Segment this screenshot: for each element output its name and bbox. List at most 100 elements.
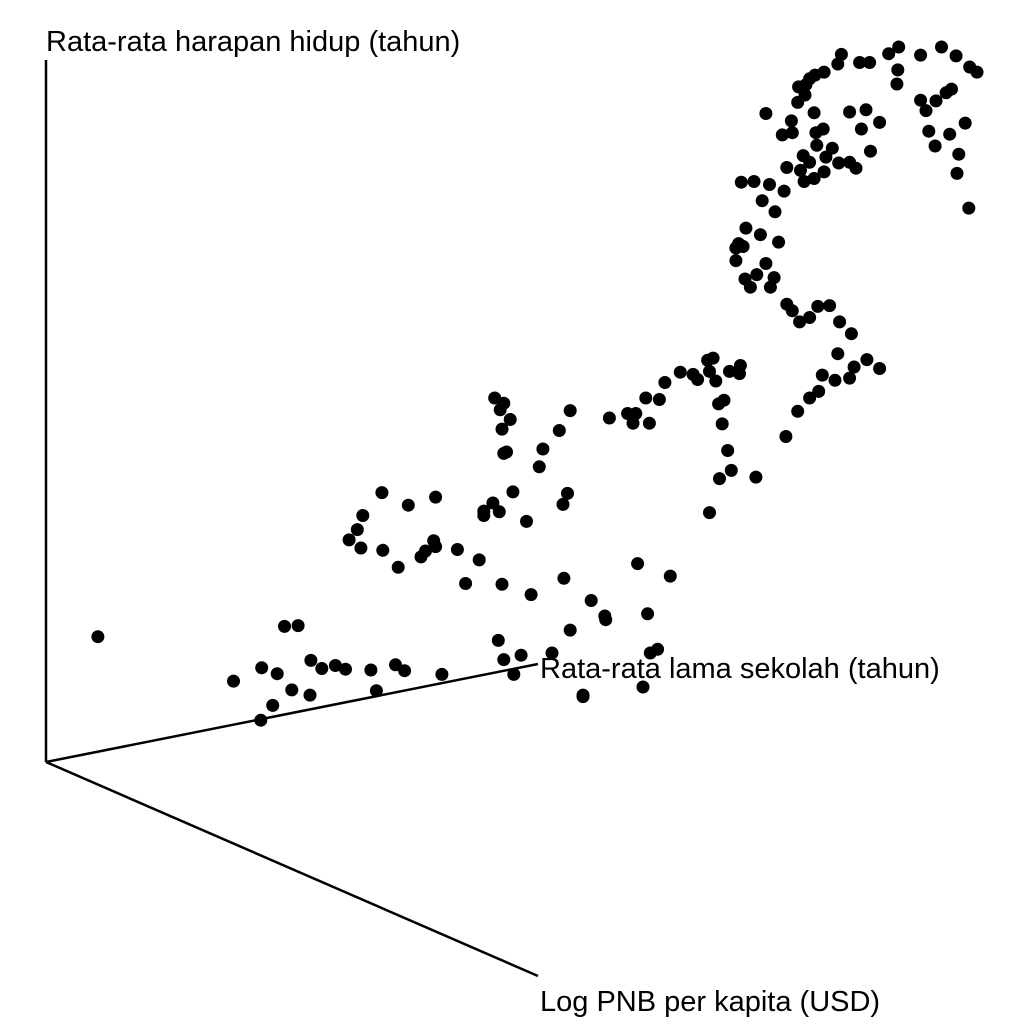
data-point	[780, 161, 794, 174]
data-point	[495, 422, 509, 436]
data-point	[354, 541, 368, 555]
data-point	[854, 122, 868, 136]
data-point	[949, 49, 963, 63]
data-point	[641, 607, 655, 621]
data-point	[391, 560, 405, 574]
data-point	[398, 664, 412, 678]
data-point	[809, 126, 823, 140]
data-point	[492, 505, 506, 519]
data-point	[536, 442, 550, 456]
data-point	[401, 498, 415, 512]
data-point	[811, 299, 825, 313]
data-point	[703, 506, 716, 520]
data-point	[576, 688, 590, 702]
data-point	[803, 311, 817, 324]
data-point	[545, 646, 559, 660]
data-point	[807, 106, 821, 120]
data-point	[563, 623, 577, 637]
data-point	[832, 156, 846, 170]
data-point	[828, 373, 842, 387]
data-point	[807, 172, 821, 185]
data-point	[356, 509, 370, 522]
data-point	[709, 374, 723, 388]
data-point	[892, 40, 906, 54]
data-point	[435, 667, 449, 681]
data-point	[797, 175, 811, 188]
data-point	[734, 175, 748, 189]
data-point	[747, 175, 761, 188]
data-point	[729, 254, 743, 268]
data-point	[723, 364, 736, 378]
data-point	[532, 460, 546, 474]
data-point	[493, 403, 507, 417]
data-point	[768, 205, 782, 219]
data-point	[793, 315, 807, 329]
data-point	[266, 698, 280, 712]
data-point	[342, 533, 356, 547]
data-point	[843, 371, 857, 385]
data-point	[642, 416, 656, 430]
data-point	[285, 683, 299, 697]
data-point	[791, 404, 805, 418]
data-point	[831, 347, 845, 361]
data-point	[429, 490, 443, 504]
data-point	[652, 393, 666, 406]
data-point	[450, 543, 464, 556]
data-point	[631, 557, 645, 571]
data-point	[524, 588, 538, 602]
data-point	[759, 257, 773, 270]
data-point	[520, 514, 533, 528]
data-point	[602, 411, 616, 425]
data-point	[844, 327, 858, 341]
data-point	[952, 147, 966, 161]
data-point	[663, 569, 677, 583]
data-point	[639, 391, 653, 405]
data-point	[890, 77, 904, 91]
data-point	[364, 663, 378, 677]
data-point	[507, 667, 521, 681]
data-point	[882, 47, 896, 61]
data-point	[658, 376, 672, 389]
data-point	[278, 619, 291, 633]
horizontal-axis-line	[45, 760, 539, 978]
data-point	[691, 373, 705, 386]
data-point	[958, 116, 972, 130]
data-point	[749, 470, 763, 484]
data-point	[779, 430, 793, 443]
data-point	[629, 407, 643, 420]
data-point	[503, 413, 517, 426]
data-point	[922, 124, 936, 138]
data-point	[584, 594, 598, 607]
data-point	[777, 184, 791, 198]
data-point	[414, 550, 428, 564]
data-point	[350, 523, 364, 537]
data-point	[794, 163, 807, 177]
data-point	[459, 577, 473, 590]
data-point	[849, 161, 863, 175]
data-point	[303, 688, 317, 702]
data-point	[812, 384, 826, 398]
data-point	[376, 543, 390, 557]
data-point	[497, 653, 511, 667]
data-point	[929, 94, 943, 108]
data-point	[599, 613, 613, 627]
data-point	[803, 391, 817, 405]
data-point	[739, 221, 753, 235]
data-point	[914, 48, 928, 62]
data-point	[943, 127, 957, 141]
data-point	[834, 47, 848, 61]
data-point	[817, 65, 831, 79]
data-points	[91, 40, 984, 727]
data-point	[817, 165, 831, 179]
data-point	[715, 417, 729, 431]
data-point	[950, 166, 964, 180]
data-point	[255, 661, 269, 675]
data-point	[780, 297, 794, 311]
data-point	[891, 63, 905, 77]
data-point	[763, 178, 776, 191]
data-point	[853, 56, 867, 69]
data-point	[495, 577, 509, 591]
data-point	[860, 353, 874, 367]
data-point	[755, 194, 769, 208]
data-point	[733, 359, 747, 372]
